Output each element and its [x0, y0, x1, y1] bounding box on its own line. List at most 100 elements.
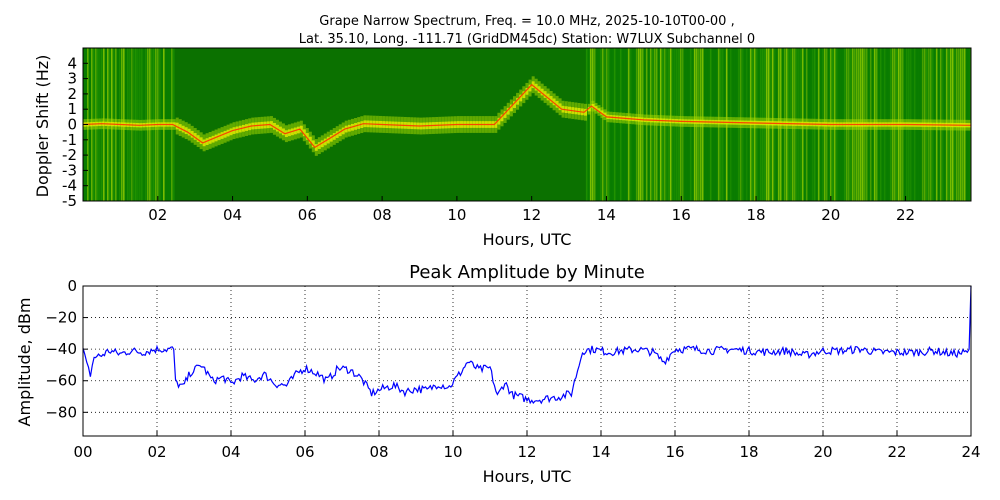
spectrogram-energy-core [534, 83, 538, 91]
spectrogram-energy-core [184, 127, 188, 134]
spectrogram-energy-core [335, 131, 339, 138]
spectrogram-energy-core [537, 86, 541, 93]
amplitude-chart-title: Peak Amplitude by Minute [409, 262, 645, 283]
spectrogram-energy-core [187, 128, 191, 136]
spectrogram-energy-core [314, 144, 318, 151]
spectrogram-noise-stripe [609, 48, 612, 201]
spectrogram-x-tick-label: 12 [522, 206, 541, 224]
spectrogram-x-tick-label: 10 [447, 206, 466, 224]
spectrogram-noise-stripe [597, 48, 600, 201]
spectrogram-x-axis-label: Hours, UTC [483, 230, 572, 249]
spectrogram-x-tick-label: 16 [672, 206, 691, 224]
spectrogram-energy-core [193, 133, 197, 140]
spectrogram-x-ticks: 02 04 06 08 10 12 14 16 18 20 22 [148, 196, 915, 224]
amplitude-y-tick-label: −40 [45, 340, 77, 358]
amplitude-x-tick-label: 14 [591, 443, 610, 461]
spectrogram-x-tick-label: 18 [746, 206, 765, 224]
spectrogram-title-line2: Lat. 35.10, Long. -111.71 (GridDM45dc) S… [299, 32, 755, 47]
spectrogram-energy-core [196, 135, 200, 142]
spectrogram-noise-stripe [585, 48, 588, 201]
spectrogram-energy-core [317, 142, 321, 149]
spectrogram-noise-stripe [595, 48, 598, 201]
spectrogram-x-tick-label: 08 [373, 206, 392, 224]
spectrogram-energy-core [178, 124, 182, 131]
spectrogram-x-tick-label: 20 [821, 206, 840, 224]
amplitude-y-tick-label: 0 [67, 277, 77, 295]
amplitude-x-axis-label: Hours, UTC [483, 467, 572, 486]
spectrogram-energy-core [500, 114, 504, 122]
spectrogram-y-axis-label: Doppler Shift (Hz) [33, 55, 52, 198]
spectrogram-noise-stripe [629, 48, 632, 201]
spectrogram-energy-core [275, 124, 279, 132]
spectrogram-energy-core [552, 98, 556, 106]
spectrogram-noise-stripe [613, 48, 616, 201]
spectrogram-energy-core [512, 101, 516, 108]
amplitude-y-axis-label: Amplitude, dBm [15, 298, 34, 427]
spectrogram-y-tick-label: 3 [67, 70, 77, 88]
spectrogram-energy-core [299, 125, 303, 133]
spectrogram-energy-core [305, 133, 309, 140]
amplitude-y-tick-label: −80 [45, 403, 77, 421]
spectrogram-energy-core [272, 122, 276, 130]
spectrogram-energy-core [558, 103, 562, 111]
amplitude-x-tick-label: 00 [73, 443, 92, 461]
spectrogram-noise-stripe [587, 48, 590, 201]
spectrogram-plot-area [82, 47, 972, 202]
spectrogram-energy-core [497, 117, 501, 125]
amplitude-x-ticks: 00 02 04 06 08 10 12 14 16 18 20 22 24 [73, 431, 981, 461]
spectrogram-energy-core [281, 128, 285, 136]
spectrogram-x-tick-label: 06 [298, 206, 317, 224]
spectrogram-energy-core [555, 100, 559, 108]
spectrogram-energy-core [311, 140, 315, 148]
amplitude-x-tick-label: 04 [221, 443, 240, 461]
spectrogram-energy-core [540, 88, 544, 96]
spectrogram-y-tick-label: 4 [67, 54, 77, 72]
spectrogram-y-tick-label: 2 [67, 85, 77, 103]
spectrogram-x-tick-label: 02 [148, 206, 167, 224]
spectrogram-chart: Grape Narrow Spectrum, Freq. = 10.0 MHz,… [33, 14, 972, 249]
spectrogram-y-tick-label: -4 [62, 177, 77, 195]
spectrogram-energy-core [591, 103, 595, 109]
spectrogram-energy-core [516, 97, 520, 105]
spectrogram-energy-core [308, 136, 312, 144]
spectrogram-energy-core [549, 96, 553, 103]
spectrogram-noise-stripe [605, 48, 608, 201]
spectrogram-noise-stripe [639, 48, 642, 201]
spectrogram-energy-core [503, 111, 507, 118]
amplitude-y-tick-label: −60 [45, 372, 77, 390]
spectrogram-y-tick-label: -5 [62, 192, 77, 210]
spectrogram-energy-core [600, 110, 604, 115]
spectrogram-energy-core [338, 129, 342, 137]
spectrogram-noise-stripe [607, 48, 610, 201]
spectrogram-peak-trace [82, 83, 972, 149]
amplitude-x-tick-label: 06 [295, 443, 314, 461]
spectrogram-noise-stripe [603, 48, 606, 201]
spectrogram-energy-core [543, 91, 547, 98]
spectrogram-energy-core [320, 140, 324, 148]
spectrogram-noise-stripe [593, 48, 596, 201]
spectrogram-noise-stripe [591, 48, 594, 201]
spectrogram-energy-core [531, 81, 535, 89]
spectrogram-energy-core [217, 133, 221, 141]
amplitude-y-tick-label: −20 [45, 309, 77, 327]
spectrogram-energy-core [326, 136, 330, 144]
spectrogram-energy-core [509, 104, 513, 112]
amplitude-grid [83, 286, 971, 436]
amplitude-plot-area [82, 285, 972, 437]
spectrogram-energy-core [181, 125, 185, 133]
spectrogram-energy-core [525, 87, 529, 95]
spectrogram-x-tick-label: 22 [896, 206, 915, 224]
spectrogram-energy-core [519, 94, 523, 102]
spectrogram-noise-stripe [619, 48, 622, 201]
spectrogram-energy-core [603, 112, 607, 117]
spectrogram-energy-core [172, 122, 176, 127]
amplitude-x-tick-label: 02 [147, 443, 166, 461]
spectrogram-energy-core [587, 107, 591, 112]
spectrogram-y-tick-label: -3 [62, 161, 77, 179]
spectrogram-energy-core [506, 107, 510, 115]
spectrogram-y-tick-label: -2 [62, 146, 77, 164]
spectrogram-energy-core [494, 121, 498, 128]
spectrogram-noise-stripe [611, 48, 614, 201]
spectrogram-energy-core [528, 84, 532, 92]
